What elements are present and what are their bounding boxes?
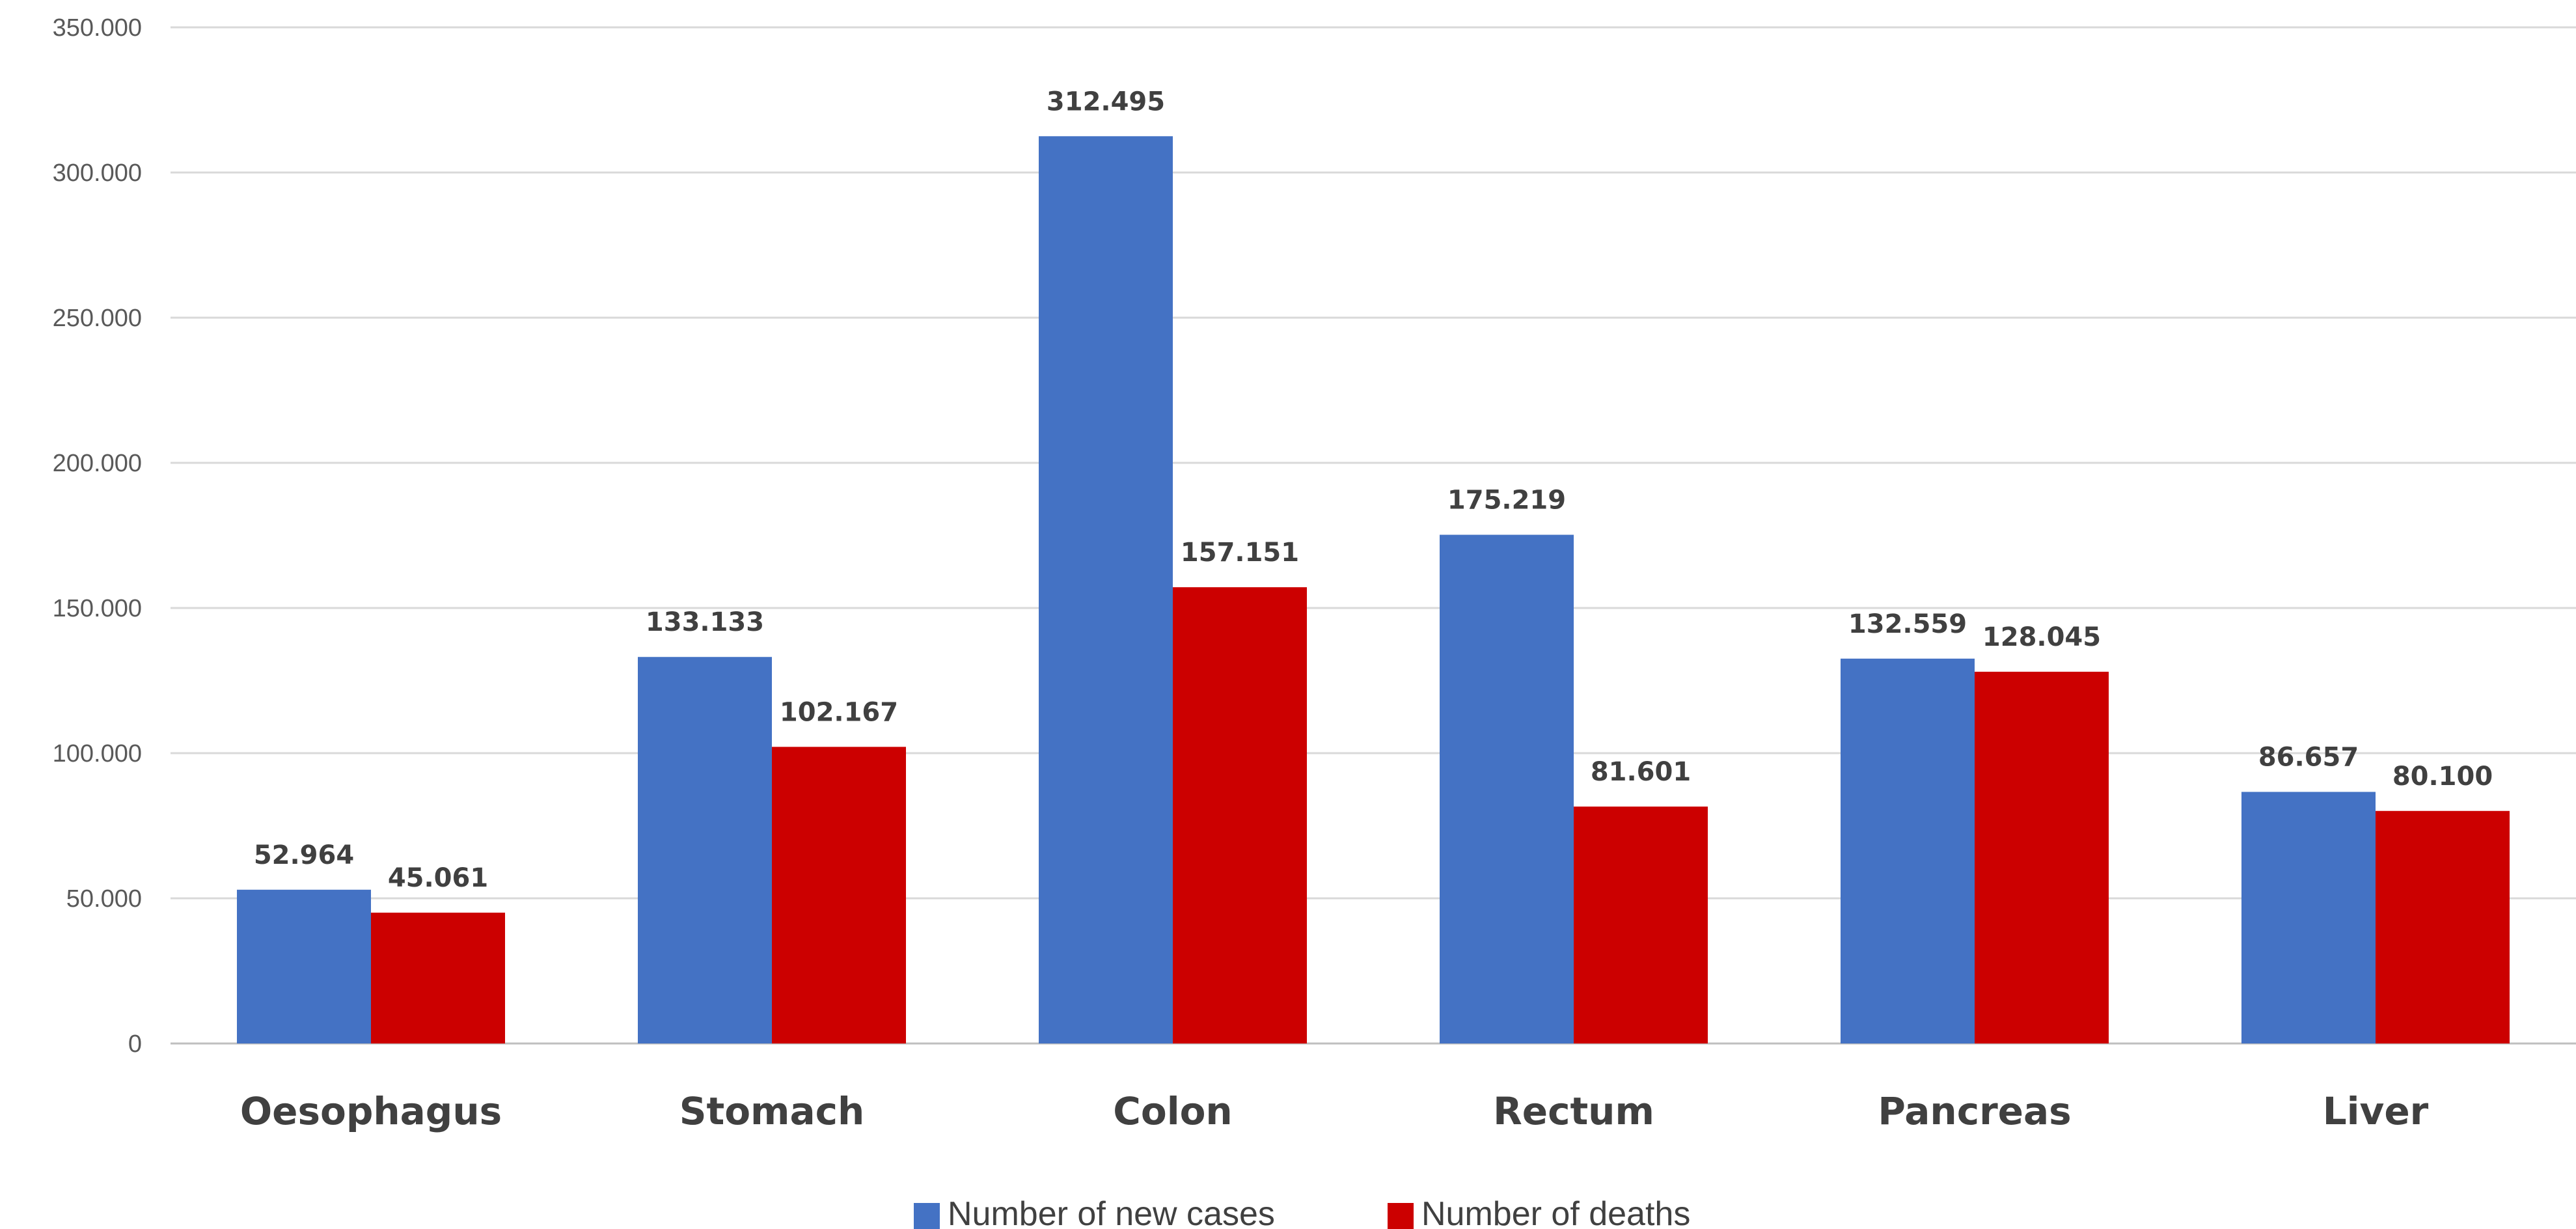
bar-deaths-rectum	[1574, 807, 1708, 1043]
y-tick-label: 250.000	[53, 305, 142, 332]
bar-deaths-oesophagus	[371, 913, 505, 1043]
category-label-colon: Colon	[1113, 1089, 1232, 1133]
data-label: 81.601	[1591, 757, 1691, 787]
y-tick-label: 100.000	[53, 740, 142, 767]
category-label-stomach: Stomach	[679, 1089, 865, 1133]
legend-label-new-cases: Number of new cases	[948, 1195, 1275, 1229]
legend: Number of new cases Number of deaths	[914, 1195, 1690, 1229]
bar-new-cases-liver	[2241, 792, 2376, 1043]
data-label: 52.964	[254, 840, 354, 870]
bar-new-cases-pancreas	[1841, 658, 1975, 1043]
category-label-pancreas: Pancreas	[1878, 1089, 2071, 1133]
bar-deaths-colon	[1173, 587, 1307, 1043]
y-tick-label: 350.000	[53, 14, 142, 42]
data-label: 86.657	[2258, 743, 2359, 773]
data-label: 133.133	[646, 607, 764, 637]
bar-deaths-pancreas	[1975, 671, 2109, 1043]
y-tick-label: 150.000	[53, 595, 142, 622]
y-tick-label: 300.000	[53, 159, 142, 187]
y-axis-tick-labels: 0 50.000 100.000 150.000 200.000 250.000 300.0…	[53, 14, 142, 1058]
bar-new-cases-rectum	[1440, 534, 1574, 1043]
data-label: 45.061	[388, 863, 488, 893]
legend-label-deaths: Number of deaths	[1421, 1195, 1690, 1229]
x-axis-category-labels: Oesophagus Stomach Colon Rectum Pancreas Live…	[240, 1089, 2429, 1133]
legend-swatch-deaths	[1388, 1203, 1414, 1229]
data-label: 157.151	[1181, 538, 1299, 568]
data-label: 175.219	[1447, 486, 1566, 516]
legend-swatch-new-cases	[914, 1203, 940, 1229]
data-label: 80.100	[2392, 762, 2493, 792]
data-label: 102.167	[780, 697, 898, 727]
category-label-oesophagus: Oesophagus	[240, 1089, 502, 1133]
category-label-rectum: Rectum	[1493, 1089, 1654, 1133]
bar-deaths-stomach	[772, 747, 906, 1043]
y-tick-label: 0	[128, 1030, 142, 1058]
data-label: 312.495	[1047, 87, 1165, 117]
data-labels: 52.964 45.061 133.133 102.167 312.495 157.151…	[254, 87, 2493, 893]
bar-new-cases-stomach	[638, 657, 772, 1043]
gridlines	[171, 26, 2576, 1045]
y-tick-label: 50.000	[66, 885, 142, 913]
y-tick-label: 200.000	[53, 450, 142, 477]
data-label: 132.559	[1848, 609, 1967, 639]
category-label-liver: Liver	[2323, 1089, 2429, 1133]
bars	[237, 136, 2510, 1043]
bar-new-cases-oesophagus	[237, 889, 371, 1043]
bar-new-cases-colon	[1039, 136, 1173, 1043]
data-label: 128.045	[1982, 622, 2101, 652]
bar-deaths-liver	[2376, 810, 2510, 1043]
